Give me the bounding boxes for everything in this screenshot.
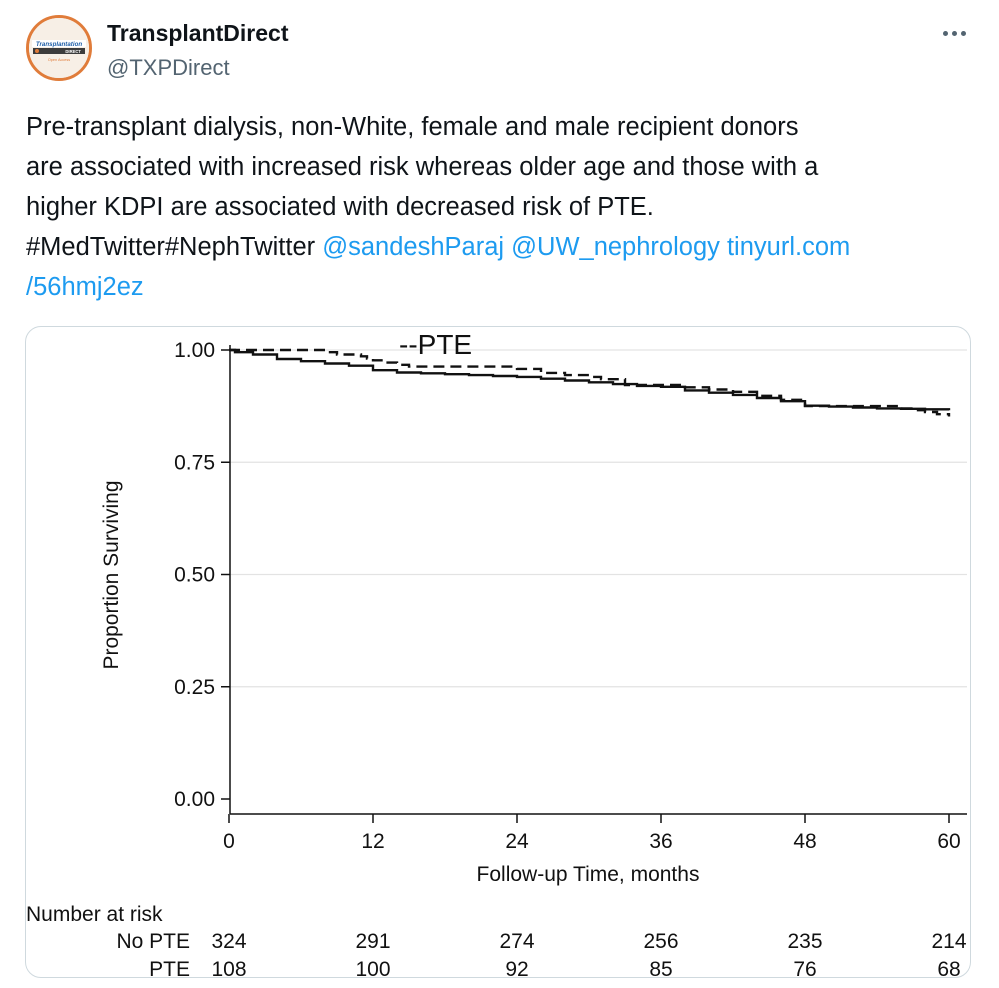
risk-value: 235 [787,930,822,953]
tweet-link-continued[interactable]: /56hmj2ez [26,273,144,301]
series-line-no-pte [229,348,951,411]
y-tick-label: 1.00 [174,339,215,362]
tweet-line: are associated with increased risk where… [26,153,819,181]
series-line-pte [229,348,951,417]
y-tick-label: 0.50 [174,564,215,587]
risk-value: 92 [505,958,528,978]
risk-value: 85 [649,958,672,978]
y-tick-label: 0.25 [174,676,215,699]
svg-text:Open Access: Open Access [48,58,70,62]
hashtags[interactable]: #MedTwitter#NephTwitter [26,233,316,261]
risk-value: 256 [643,930,678,953]
mention-uw-nephrology[interactable]: @UW_nephrology [511,233,720,261]
y-tick-label: 0.75 [174,451,215,474]
tweet-header: Transplantation DIRECT Open Access Trans… [26,15,976,85]
tweet-line: higher KDPI are associated with decrease… [26,193,654,221]
tweet-line: #MedTwitter#NephTwitter @sandeshParaj @U… [26,227,976,267]
tweet-line: /56hmj2ez [26,267,976,307]
svg-text:DIRECT: DIRECT [65,49,81,54]
tweet-line: Pre-transplant dialysis, non-White, fema… [26,113,799,141]
kaplan-meier-chart: 0.00 0.25 0.50 0.75 1.00 0 12 24 36 48 60 --PTE Pr… [26,329,967,978]
risk-row-label: PTE [149,958,190,978]
transplant-direct-logo-icon: Transplantation DIRECT Open Access [29,18,89,78]
tweet-text: Pre-transplant dialysis, non-White, fema… [26,107,976,307]
x-tick-label: 12 [361,830,384,853]
x-tick-label: 48 [793,830,816,853]
more-options-icon[interactable] [936,19,972,47]
x-axis-label: Follow-up Time, months [477,863,700,886]
pte-annotation: --PTE [399,329,472,360]
risk-value: 76 [793,958,816,978]
risk-value: 324 [211,930,246,953]
mention-sandeshparaj[interactable]: @sandeshParaj [322,233,505,261]
y-tick-label: 0.00 [174,788,215,811]
y-axis-label: Proportion Surviving [100,480,123,669]
risk-value: 100 [355,958,390,978]
x-tick-label: 0 [223,830,235,853]
risk-table-header: Number at risk [26,903,163,926]
risk-value: 291 [355,930,390,953]
risk-row-label: No PTE [116,930,190,953]
tweet-link[interactable]: tinyurl.com [726,233,851,261]
tweet-media-card[interactable]: 0.00 0.25 0.50 0.75 1.00 0 12 24 36 48 60 --PTE Pr… [25,326,971,978]
account-handle[interactable]: @TXPDirect [107,55,230,80]
risk-value: 214 [931,930,966,953]
x-tick-label: 36 [649,830,672,853]
x-tick-label: 60 [937,830,960,853]
risk-value: 274 [499,930,534,953]
risk-value: 68 [937,958,960,978]
risk-value: 108 [211,958,246,978]
account-avatar[interactable]: Transplantation DIRECT Open Access [26,15,92,81]
x-tick-label: 24 [505,830,529,853]
svg-text:Transplantation: Transplantation [36,41,83,48]
display-name[interactable]: TransplantDirect [107,20,289,46]
